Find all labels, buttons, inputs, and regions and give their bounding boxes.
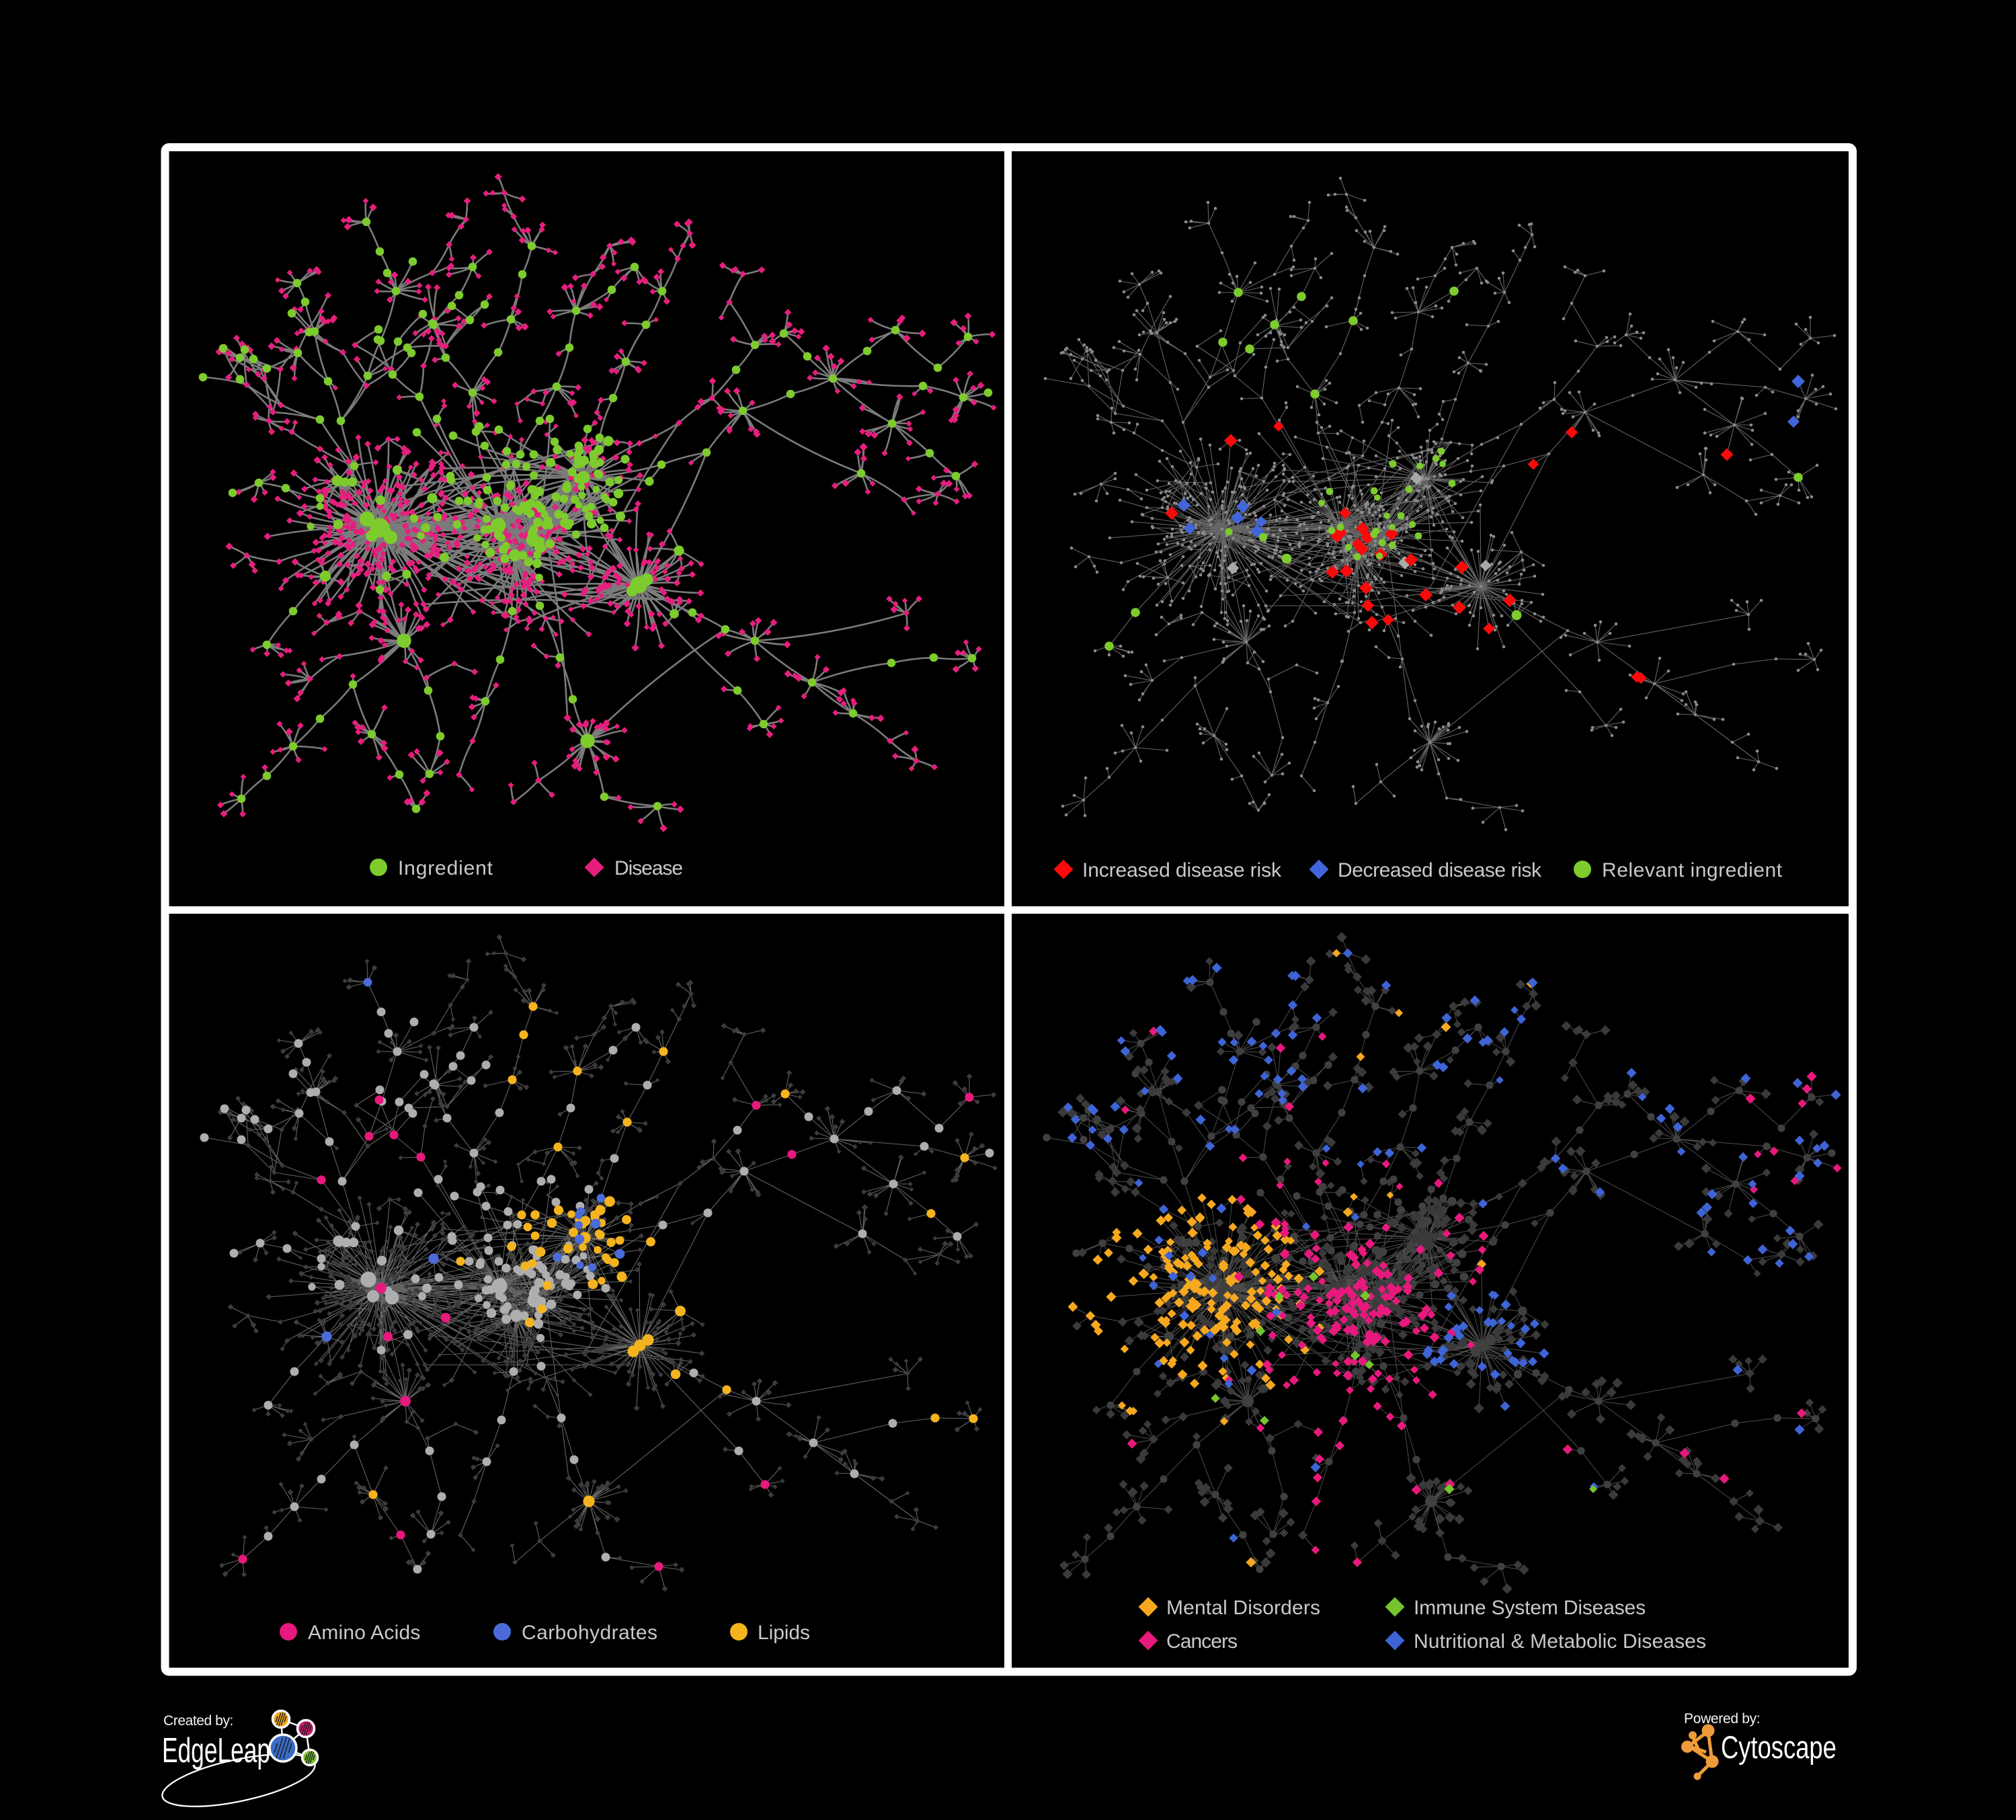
svg-text:Amino Acids: Amino Acids	[308, 1622, 421, 1644]
svg-text:Cancers: Cancers	[1166, 1630, 1237, 1653]
svg-text:Carbohydrates: Carbohydrates	[522, 1622, 658, 1644]
svg-text:Immune System Diseases: Immune System Diseases	[1414, 1597, 1646, 1619]
svg-text:Powered by:: Powered by:	[1684, 1711, 1760, 1727]
svg-text:Lipids: Lipids	[758, 1622, 810, 1644]
svg-text:Increased disease risk: Increased disease risk	[1082, 859, 1282, 881]
svg-text:Mental Disorders: Mental Disorders	[1166, 1597, 1320, 1619]
svg-text:Created by:: Created by:	[163, 1713, 233, 1729]
svg-text:Ingredient: Ingredient	[398, 857, 493, 879]
svg-text:Relevant ingredient: Relevant ingredient	[1602, 859, 1783, 881]
svg-text:Decreased disease risk: Decreased disease risk	[1338, 859, 1542, 881]
svg-text:Disease: Disease	[614, 857, 682, 879]
svg-text:Cytoscape: Cytoscape	[1721, 1730, 1837, 1766]
svg-text:Nutritional & Metabolic Diseas: Nutritional & Metabolic Diseases	[1414, 1630, 1706, 1653]
